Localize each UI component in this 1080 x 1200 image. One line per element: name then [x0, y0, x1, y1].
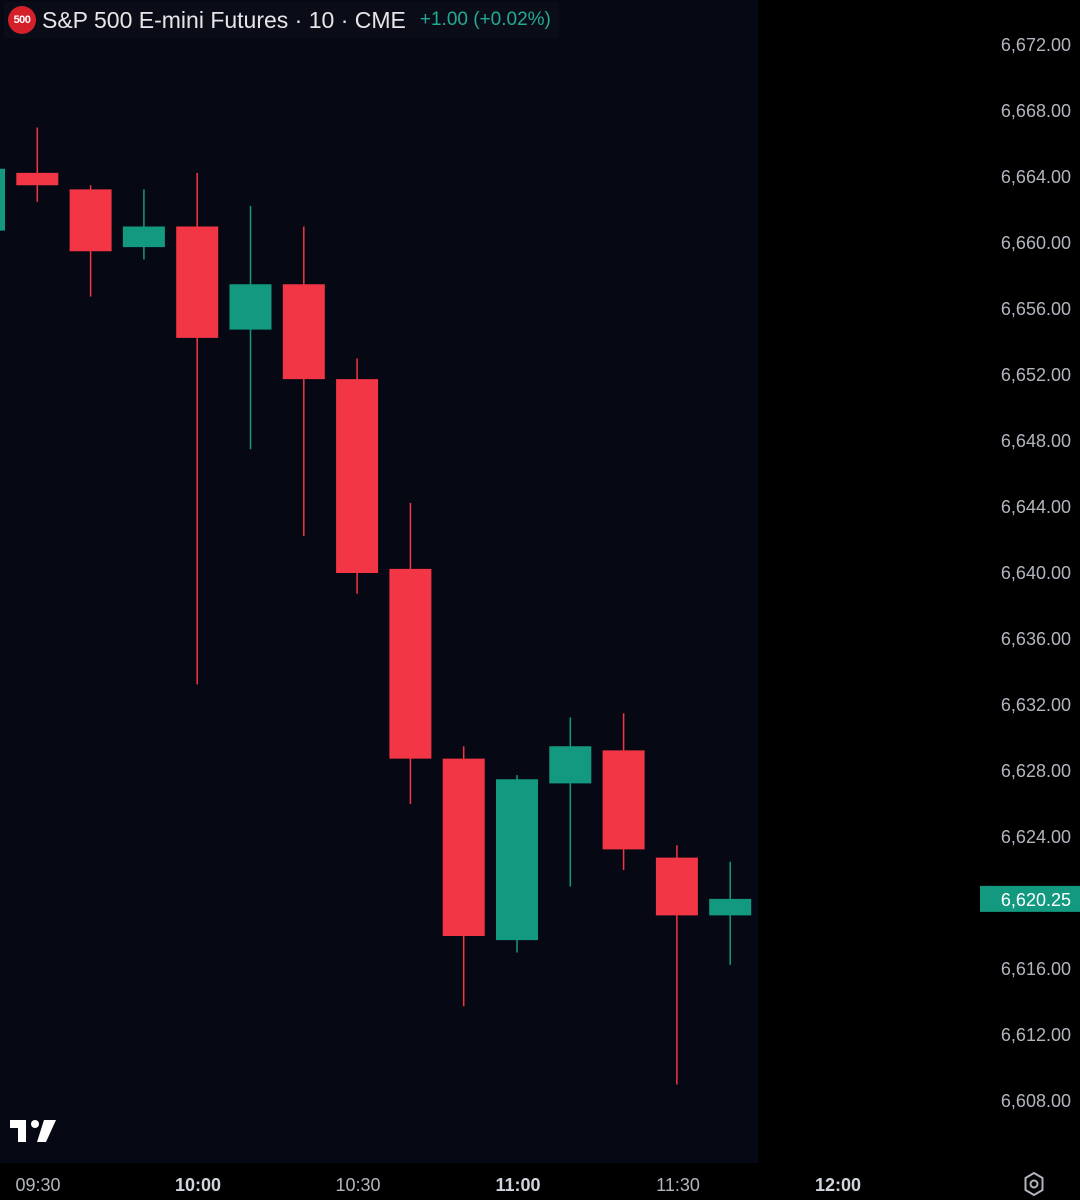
y-tick-label: 6,632.00 [1001, 695, 1071, 715]
price-change: +1.00 (+0.02%) [419, 9, 551, 30]
candle-down[interactable] [655, 857, 698, 916]
gear-icon[interactable] [1020, 1170, 1048, 1198]
last-price-badge [980, 885, 1080, 912]
x-tick-label: 12:00 [815, 1175, 861, 1195]
candle-down[interactable] [69, 189, 112, 252]
tradingview-logo[interactable] [10, 1118, 58, 1144]
candle-up[interactable] [229, 284, 272, 330]
y-tick-label: 6,660.00 [1001, 233, 1071, 253]
y-tick-label: 6,640.00 [1001, 563, 1071, 583]
candle-up[interactable] [496, 779, 538, 941]
x-tick-label: 11:30 [656, 1175, 700, 1195]
y-tick-label: 6,644.00 [1001, 497, 1071, 517]
plot-area[interactable] [0, 0, 758, 1163]
symbol-header[interactable]: 500 S&P 500 E-mini Futures · 10 · CME +1… [4, 2, 559, 38]
y-tick-label: 6,652.00 [1001, 365, 1071, 385]
candle-down[interactable] [176, 226, 219, 338]
candle-up[interactable] [709, 898, 752, 916]
x-tick-label: 10:00 [175, 1175, 221, 1195]
candle-up[interactable] [549, 746, 592, 784]
y-tick-label: 6,628.00 [1001, 761, 1071, 781]
candle-up[interactable] [122, 226, 165, 248]
last-price-label: 6,620.25 [1001, 890, 1071, 910]
y-tick-label: 6,672.00 [1001, 35, 1071, 55]
candle-down[interactable] [442, 758, 485, 936]
y-tick-label: 6,648.00 [1001, 431, 1071, 451]
x-tick-label: 09:30 [15, 1175, 60, 1195]
symbol-title: S&P 500 E-mini Futures · 10 · CME [42, 6, 406, 33]
y-tick-label: 6,636.00 [1001, 629, 1071, 649]
symbol-badge: 500 [8, 6, 36, 34]
y-tick-label: 6,624.00 [1001, 827, 1071, 847]
y-tick-label: 6,608.00 [1001, 1091, 1071, 1111]
y-tick-label: 6,616.00 [1001, 959, 1071, 979]
candle-down[interactable] [16, 172, 59, 186]
candle-down[interactable] [336, 379, 379, 573]
y-tick-label: 6,612.00 [1001, 1025, 1071, 1045]
y-tick-label: 6,656.00 [1001, 299, 1071, 319]
x-tick-label: 11:00 [495, 1175, 540, 1195]
x-tick-label: 10:30 [335, 1175, 380, 1195]
candle-up[interactable] [0, 168, 5, 231]
candle-down[interactable] [602, 750, 645, 850]
y-tick-label: 6,664.00 [1001, 167, 1071, 187]
candle-down[interactable] [389, 568, 432, 759]
y-tick-label: 6,668.00 [1001, 101, 1071, 121]
candle-down[interactable] [282, 284, 325, 380]
